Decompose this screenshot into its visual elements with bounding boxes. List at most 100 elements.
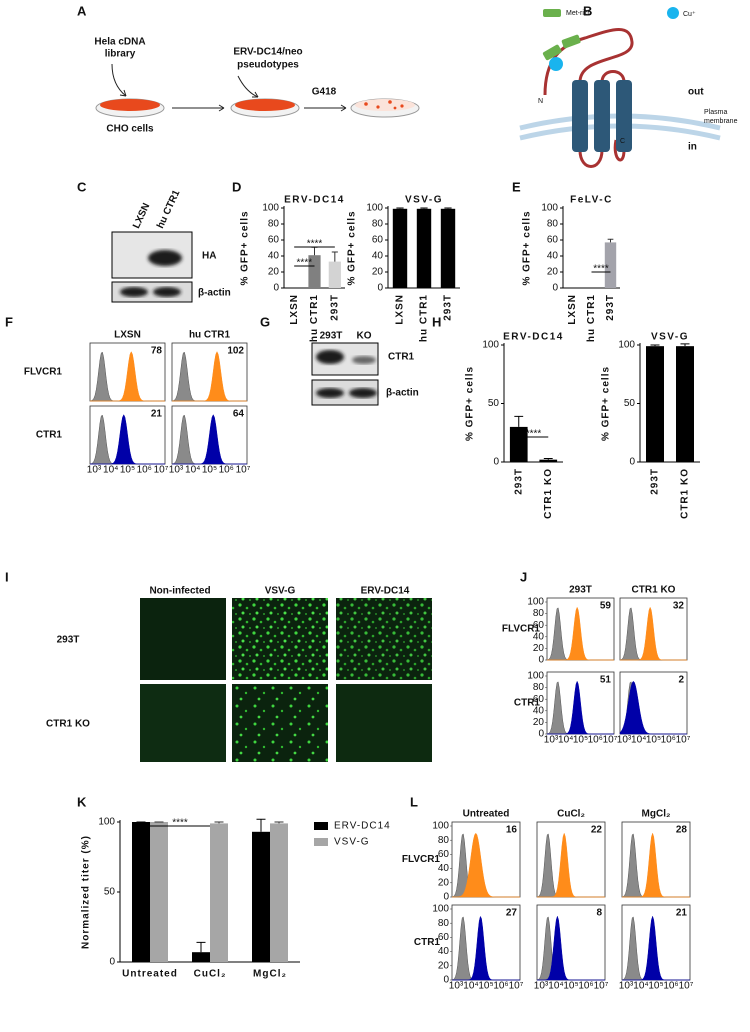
y-tick-label: 60	[438, 849, 450, 860]
mfi-label: 21	[676, 908, 688, 919]
lane-label: 293T	[320, 331, 343, 342]
significance-label: ****	[526, 429, 542, 440]
y-tick-label: 60	[268, 235, 280, 246]
x-tick-label: LXSN	[289, 294, 300, 325]
y-tick-label: 60	[438, 932, 450, 943]
panel-label: B	[583, 3, 592, 18]
significance-label: ****	[593, 264, 609, 275]
x-tick-label: CuCl₂	[194, 969, 227, 980]
y-tick-label: 40	[438, 946, 450, 957]
x-tick-label: 10⁷	[154, 465, 169, 476]
dish-cells	[235, 99, 295, 111]
panel-label: I	[5, 569, 9, 584]
chart-title: VSV-G	[651, 332, 689, 343]
y-tick-label: 100	[432, 821, 449, 832]
mfi-label: 78	[151, 346, 163, 357]
x-tick-label: 10³	[534, 981, 549, 992]
column-label: 293T	[569, 585, 592, 596]
mfi-label: 32	[673, 601, 685, 612]
panel-label: L	[410, 794, 418, 809]
column-label: hu CTR1	[189, 330, 231, 341]
panel-label: K	[77, 794, 87, 809]
band-label: β-actin	[386, 388, 419, 399]
met-rich-motif	[542, 44, 562, 61]
y-tick-label: 0	[443, 892, 449, 903]
x-tick-label: 10⁶	[588, 735, 603, 746]
x-tick-label: 10⁵	[120, 465, 135, 476]
x-tick-label: CTR1 KO	[543, 468, 554, 519]
mfi-label: 2	[678, 675, 684, 686]
x-tick-label: 10⁴	[103, 465, 118, 476]
bar	[676, 346, 694, 462]
arrow	[111, 63, 127, 97]
significance-label: ****	[297, 258, 313, 269]
x-tick-label: 293T	[329, 294, 340, 321]
y-tick-label: 100	[527, 671, 544, 682]
label: ERV-DC14/neo	[233, 47, 302, 58]
y-tick-label: 20	[372, 267, 384, 278]
y-tick-label: 60	[547, 235, 559, 246]
y-tick-label: 40	[438, 863, 450, 874]
x-tick-label: 10⁷	[594, 981, 609, 992]
y-tick-label: 80	[268, 219, 280, 230]
label: G418	[312, 87, 337, 98]
tm-helix	[572, 80, 588, 152]
chart-title: ERV-DC14	[503, 332, 564, 343]
label: library	[105, 49, 136, 60]
chart-title: VSV-G	[405, 195, 443, 206]
x-tick-label: 293T	[605, 294, 616, 321]
stain-peak	[451, 832, 520, 898]
bar	[646, 346, 664, 462]
y-tick-label: 80	[547, 219, 559, 230]
lane-label: hu CTR1	[155, 188, 183, 230]
panel-label: F	[5, 314, 13, 329]
bar	[308, 255, 321, 288]
y-tick-label: 0	[109, 957, 115, 968]
label: N	[538, 98, 543, 105]
lane-label: LXSN	[131, 202, 152, 231]
band-label: β-actin	[198, 288, 231, 299]
colony	[400, 104, 404, 108]
lane-label: KO	[357, 331, 372, 342]
panel-label: D	[232, 179, 241, 194]
y-tick-label: 40	[372, 251, 384, 262]
column-label: CuCl₂	[557, 809, 585, 820]
x-tick-label: 10⁴	[633, 981, 648, 992]
x-tick-label: 10⁷	[603, 735, 618, 746]
stain-peak	[90, 414, 165, 465]
label: C	[620, 138, 625, 145]
y-tick-label: 0	[443, 975, 449, 986]
y-tick-label: 100	[262, 203, 279, 214]
y-tick-label: 60	[533, 694, 545, 705]
mfi-label: 8	[596, 908, 602, 919]
y-axis-label: % GFP+ cells	[601, 366, 612, 441]
legend-label: VSV-G	[334, 837, 370, 848]
bar	[416, 208, 432, 288]
legend-label: Cu⁺	[683, 11, 696, 18]
y-tick-label: 100	[366, 203, 383, 214]
gfp-signal	[232, 684, 328, 762]
row-label: FLVCR1	[24, 367, 63, 378]
y-tick-label: 40	[547, 251, 559, 262]
micrograph	[140, 598, 226, 680]
y-axis-label: % GFP+ cells	[465, 366, 476, 441]
x-tick-label: 10⁵	[563, 981, 578, 992]
y-axis-label: % GFP+ cells	[347, 210, 358, 285]
x-tick-label: 10⁴	[185, 465, 200, 476]
row-label: FLVCR1	[502, 624, 541, 635]
row-label: CTR1	[514, 698, 541, 709]
x-tick-label: hu CTR1	[586, 294, 597, 342]
stain-peak	[547, 606, 614, 661]
error-bar	[256, 818, 266, 832]
arrow	[304, 104, 347, 112]
mfi-label: 64	[233, 409, 245, 420]
gfp-signal	[232, 598, 328, 680]
dish-medium	[355, 99, 415, 111]
mfi-label: 16	[506, 825, 518, 836]
x-tick-label: 10⁴	[558, 735, 573, 746]
row-label: CTR1	[414, 937, 441, 948]
legend-label: ERV-DC14	[334, 821, 391, 832]
gfp-signal	[336, 598, 432, 680]
x-tick-label: CTR1 KO	[680, 468, 691, 519]
label: Hela cDNA	[94, 37, 145, 48]
